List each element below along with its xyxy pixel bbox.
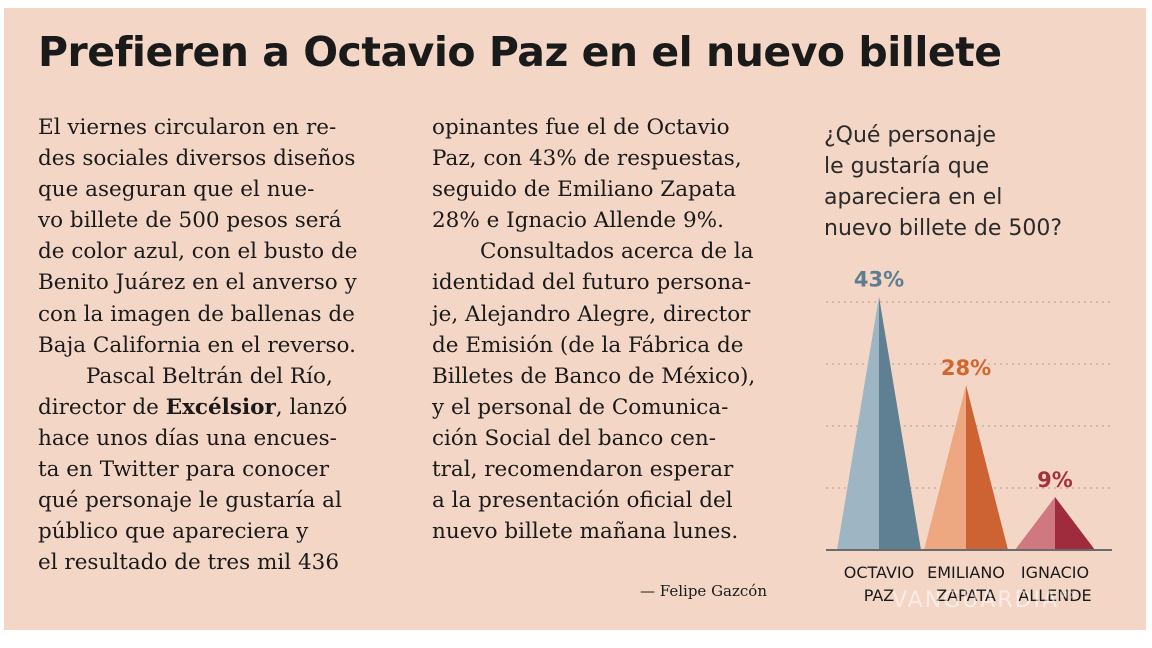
chart-question: ¿Qué personaje le gustaría que apareciera … bbox=[824, 120, 1062, 244]
article-line: 28% e Ignacio Allende 9%. bbox=[432, 208, 724, 234]
article-line: director de Excélsior, lanzó bbox=[38, 394, 348, 420]
article-line: y el personal de Comunica- bbox=[432, 394, 729, 420]
article-line: opinantes fue el de Octavio bbox=[432, 115, 730, 140]
byline: — Felipe Gazcón bbox=[640, 582, 767, 600]
article-line: Billetes de Banco de México), bbox=[432, 363, 756, 389]
chart-question-line: le gustaría que bbox=[824, 154, 990, 179]
category-label: PAZ bbox=[864, 586, 895, 605]
article-line: je, Alejandro Alegre, director bbox=[432, 301, 751, 327]
article-line: Baja California en el reverso. bbox=[38, 332, 356, 358]
category-label: OCTAVIO bbox=[844, 563, 914, 582]
bar-mark-shade bbox=[966, 385, 1008, 550]
article-line: de color azul, con el busto de bbox=[38, 239, 358, 265]
article-line: de Emisión (de la Fábrica de bbox=[432, 332, 744, 358]
article-line: que aseguran que el nue- bbox=[38, 177, 315, 203]
chart-question-line: nuevo billete de 500? bbox=[824, 216, 1063, 241]
article-line: Pascal Beltrán del Río, bbox=[86, 363, 333, 389]
bar-mark bbox=[837, 296, 879, 550]
article-line: vo billete de 500 pesos será bbox=[38, 208, 342, 234]
article-middle-column: opinantes fue el de Octavio Paz, con 43% … bbox=[432, 112, 755, 547]
article-line: El viernes circularon en re- bbox=[38, 115, 337, 140]
category-label: ALLENDE bbox=[1018, 586, 1091, 605]
value-label: 43% bbox=[854, 268, 904, 292]
article-line: qué personaje le gustaría al bbox=[38, 488, 342, 514]
category-label: EMILIANO bbox=[927, 563, 1005, 582]
bar-mark-shade bbox=[1055, 496, 1095, 550]
article-line: ta en Twitter para conocer bbox=[38, 457, 329, 483]
article-line: hace unos días una encues- bbox=[38, 425, 337, 451]
article-line: Benito Juárez en el anverso y bbox=[38, 270, 357, 296]
article-line: seguido de Emiliano Zapata bbox=[432, 177, 737, 203]
bar-mark bbox=[1015, 496, 1055, 550]
value-label: 9% bbox=[1037, 468, 1073, 492]
bar-mark bbox=[924, 385, 966, 550]
category-label: IGNACIO bbox=[1021, 563, 1089, 582]
article-line: Consultados acerca de la bbox=[480, 239, 754, 265]
watermark-mark: MX bbox=[1059, 590, 1079, 602]
article-line: con la imagen de ballenas de bbox=[38, 301, 355, 327]
watermark: VANGUARDIAMX bbox=[892, 588, 1079, 613]
article-line: nuevo billete mañana lunes. bbox=[432, 519, 739, 545]
article-line: tral, recomendaron esperar bbox=[432, 457, 734, 483]
bar-mark-shade bbox=[879, 296, 921, 550]
chart-question-line: ¿Qué personaje bbox=[824, 123, 997, 148]
headline: Prefieren a Octavio Paz en el nuevo bill… bbox=[38, 28, 1002, 76]
poll-chart: 43% OCTAVIO PAZ 28% EMILIANO ZAPATA 9% IGNACIO A… bbox=[826, 268, 1112, 605]
value-label: 28% bbox=[941, 356, 991, 380]
article-line: el resultado de tres mil 436 bbox=[38, 550, 340, 576]
chart-question-line: apareciera en el bbox=[824, 185, 1003, 210]
article-line: público que apareciera y bbox=[38, 519, 309, 545]
watermark-text: VANGUARDIA bbox=[892, 588, 1060, 613]
article-line: identidad del futuro persona- bbox=[432, 270, 752, 296]
article-line: des sociales diversos diseños bbox=[38, 146, 356, 172]
article-line: Paz, con 43% de respuestas, bbox=[432, 146, 742, 172]
article-line: a la presentación oficial del bbox=[432, 488, 733, 514]
article-line: ción Social del banco cen- bbox=[432, 425, 716, 451]
category-label: ZAPATA bbox=[936, 586, 996, 605]
article-left-column: El viernes circularon en re-des sociales… bbox=[38, 112, 357, 578]
